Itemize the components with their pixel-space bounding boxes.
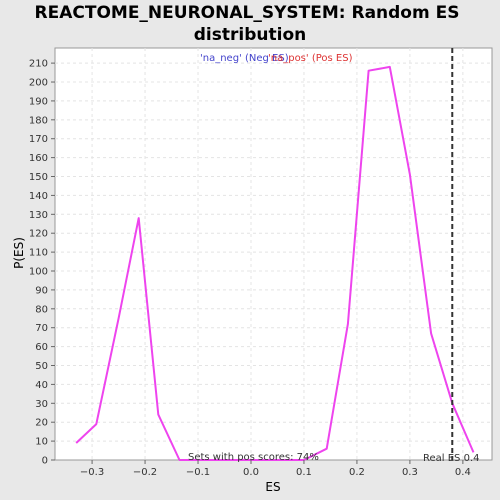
legend-pos-es: 'na_pos' (Pos ES) [268,53,353,64]
chart-title-line1: REACTOME_NEURONAL_SYSTEM: Random ES [35,3,460,23]
y-tick-label: 110 [29,248,48,259]
y-tick-label: 50 [35,361,48,372]
y-axis-ticks: 0 10 20 30 40 50 60 70 80 90 100 110 120 130 140 150 160… [29,59,55,467]
y-tick-label: 190 [29,96,48,107]
y-tick-label: 0 [42,456,48,467]
real-es-label: Real ES 0.4 [423,453,479,464]
x-tick-label: −0.1 [186,467,210,478]
x-tick-label: 0.4 [455,467,471,478]
pos-scores-annotation: Sets with pos scores: 74% [188,452,319,463]
y-tick-label: 200 [29,78,48,89]
y-tick-label: 120 [29,229,48,240]
y-tick-label: 160 [29,153,48,164]
y-tick-label: 210 [29,59,48,70]
y-tick-label: 60 [35,342,48,353]
x-tick-label: 0.3 [402,467,418,478]
y-tick-label: 180 [29,115,48,126]
y-tick-label: 130 [29,210,48,221]
y-tick-label: 80 [35,304,48,315]
y-tick-label: 30 [35,399,48,410]
y-tick-label: 20 [35,418,48,429]
y-tick-label: 150 [29,172,48,183]
x-tick-label: 0.2 [349,467,365,478]
x-axis-label: ES [265,480,280,494]
y-tick-label: 170 [29,134,48,145]
y-tick-label: 40 [35,380,48,391]
y-tick-label: 90 [35,285,48,296]
plot-area [55,48,492,460]
y-tick-label: 10 [35,437,48,448]
chart-title-line2: distribution [194,25,306,45]
y-axis-label: P(ES) [12,237,26,269]
y-tick-label: 140 [29,191,48,202]
x-tick-label: −0.2 [133,467,157,478]
x-tick-label: 0.0 [243,467,259,478]
x-tick-label: 0.1 [296,467,312,478]
x-tick-label: −0.3 [80,467,104,478]
y-tick-label: 100 [29,267,48,278]
y-tick-label: 70 [35,323,48,334]
